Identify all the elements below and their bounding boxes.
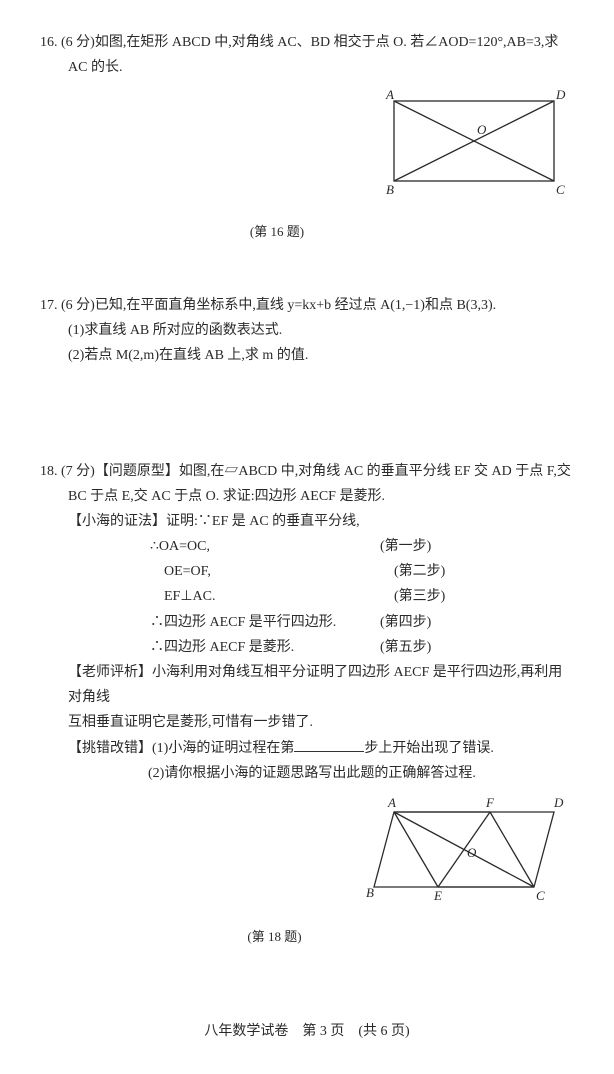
q17-num: 17. — [40, 298, 58, 313]
q18-teacher-tag: 【老师评析】 — [68, 665, 152, 680]
proof-row-5: ∴四边形 AECF 是菱形. (第五步) — [40, 635, 574, 660]
proof-row-2: OE=OF, (第二步) — [40, 559, 574, 584]
q17-pts: (6 分) — [61, 298, 95, 313]
lbl-A: A — [385, 87, 394, 102]
q17-sub1: (1)求直线 AB 所对应的函数表达式. — [40, 318, 574, 343]
q17-sub2: (2)若点 M(2,m)在直线 AB 上,求 m 的值. — [40, 343, 574, 368]
problem-18: 18. (7 分)【问题原型】如图,在▱ABCD 中,对角线 AC 的垂直平分线… — [40, 459, 574, 949]
q18-figure: A D B C F E O — [354, 792, 574, 912]
proof-stmt-4: ∴四边形 AECF 是平行四边形. — [150, 610, 380, 635]
proof-stmt-1: ∴OA=OC, — [150, 534, 380, 559]
lbl18-A: A — [387, 795, 396, 810]
lbl-C: C — [556, 182, 565, 197]
lbl-B: B — [386, 182, 394, 197]
problem-16: 16. (6 分)如图,在矩形 ABCD 中,对角线 AC、BD 相交于点 O.… — [40, 30, 574, 243]
q16-caption: (第 16 题) — [40, 220, 574, 243]
proof-step-4: (第四步) — [380, 610, 460, 635]
q18-fix-tag: 【挑错改错】 — [68, 741, 152, 756]
q18-fix1: 【挑错改错】(1)小海的证明过程在第 步上开始出现了错误. — [40, 736, 574, 761]
q16-num: 16. — [40, 35, 58, 50]
proof-row-1: ∴OA=OC, (第一步) — [40, 534, 574, 559]
q18-fix1a: (1)小海的证明过程在第 — [152, 741, 294, 756]
proof-step-2: (第二步) — [394, 559, 474, 584]
q17-text: 17. (6 分)已知,在平面直角坐标系中,直线 y=kx+b 经过点 A(1,… — [40, 293, 574, 318]
proof-stmt-5: ∴四边形 AECF 是菱形. — [150, 635, 380, 660]
q18-text: 18. (7 分)【问题原型】如图,在▱ABCD 中,对角线 AC 的垂直平分线… — [40, 459, 574, 484]
proof-row-3: EF⊥AC. (第三步) — [40, 584, 574, 609]
q16-figure: A D B C O — [374, 86, 574, 206]
proof-step-5: (第五步) — [380, 635, 460, 660]
proof-step-3: (第三步) — [394, 584, 474, 609]
q16-line1: 如图,在矩形 ABCD 中,对角线 AC、BD 相交于点 O. 若∠AOD=12… — [95, 35, 559, 50]
q18-proof-tag: 【小海的证法】 — [68, 514, 166, 529]
q18-caption: (第 18 题) — [40, 925, 574, 948]
proof-stmt-2: OE=OF, — [150, 559, 394, 584]
lbl18-F: F — [485, 795, 495, 810]
q18-fix2: (2)请你根据小海的证题思路写出此题的正确解答过程. — [40, 761, 574, 786]
q16-text: 16. (6 分)如图,在矩形 ABCD 中,对角线 AC、BD 相交于点 O.… — [40, 30, 574, 55]
q16-line2: AC 的长. — [40, 55, 574, 80]
q18-figure-wrap: A D B C F E O (第 18 题) — [40, 792, 574, 949]
q18-num: 18. — [40, 464, 58, 479]
page-footer: 八年数学试卷 第 3 页 (共 6 页) — [40, 1019, 574, 1044]
q18-proof-head-text: 证明:∵EF 是 AC 的垂直平分线, — [166, 514, 360, 529]
lbl18-B: B — [366, 885, 374, 900]
q18-tag: 【问题原型】 — [95, 464, 179, 479]
q18-teacher: 【老师评析】小海利用对角线互相平分证明了四边形 AECF 是平行四边形,再利用对… — [40, 660, 574, 710]
q18-teacher2: 互相垂直证明它是菱形,可惜有一步错了. — [40, 710, 574, 735]
q16-figure-wrap: A D B C O (第 16 题) — [40, 86, 574, 243]
proof-row-4: ∴四边形 AECF 是平行四边形. (第四步) — [40, 610, 574, 635]
lbl18-C: C — [536, 888, 545, 903]
q16-pts: (6 分) — [61, 35, 95, 50]
q18-line2: BC 于点 E,交 AC 于点 O. 求证:四边形 AECF 是菱形. — [40, 484, 574, 509]
proof-stmt-3: EF⊥AC. — [150, 584, 394, 609]
q18-proof-head: 【小海的证法】证明:∵EF 是 AC 的垂直平分线, — [40, 509, 574, 534]
q18-line1: 如图,在▱ABCD 中,对角线 AC 的垂直平分线 EF 交 AD 于点 F,交 — [179, 464, 571, 479]
problem-17: 17. (6 分)已知,在平面直角坐标系中,直线 y=kx+b 经过点 A(1,… — [40, 293, 574, 369]
q17-line1: 已知,在平面直角坐标系中,直线 y=kx+b 经过点 A(1,−1)和点 B(3… — [95, 298, 496, 313]
q18-pts: (7 分) — [61, 464, 95, 479]
lbl-O: O — [477, 122, 487, 137]
lbl-D: D — [555, 87, 566, 102]
lbl18-O: O — [467, 845, 477, 860]
lbl18-D: D — [553, 795, 564, 810]
lbl18-E: E — [433, 888, 442, 903]
q18-fix1b: 步上开始出现了错误. — [364, 741, 494, 756]
proof-step-1: (第一步) — [380, 534, 460, 559]
fill-blank[interactable] — [294, 737, 364, 752]
